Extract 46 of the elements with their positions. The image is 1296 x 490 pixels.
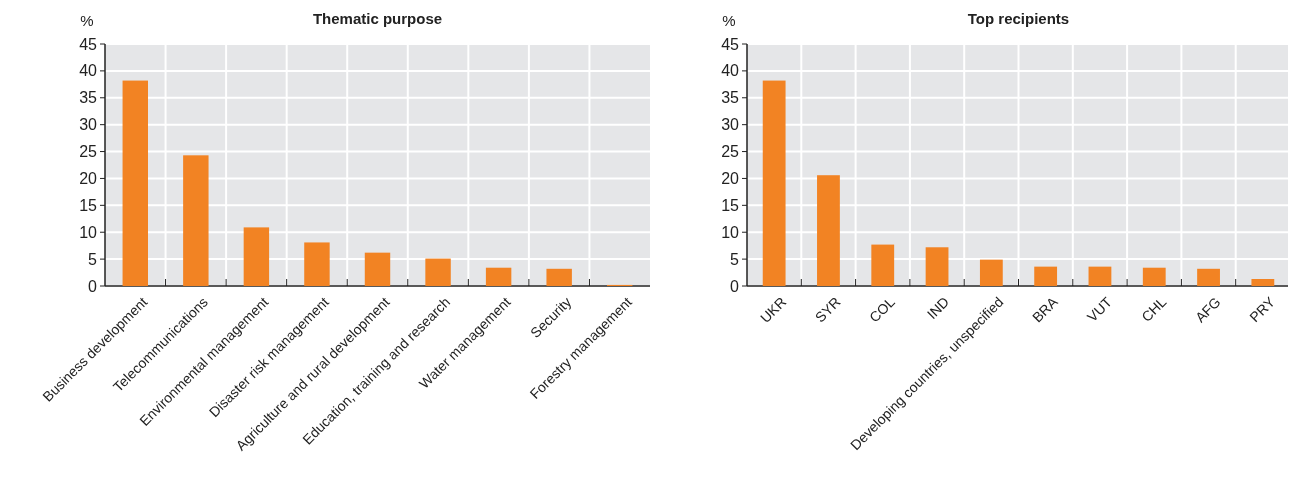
y-tick-label: 15 <box>79 196 98 214</box>
bar <box>183 155 209 286</box>
x-tick-label: BRA <box>1029 293 1062 326</box>
y-tick-label: 30 <box>79 116 98 134</box>
x-tick-label: IND <box>923 293 953 323</box>
y-tick-label: 20 <box>79 170 98 188</box>
x-tick-label: COL <box>866 293 898 326</box>
y-tick-label: 25 <box>721 143 740 161</box>
y-tick-label: 0 <box>88 277 98 295</box>
bar <box>304 242 330 286</box>
y-tick-label: 0 <box>730 277 740 295</box>
y-tick-label: 10 <box>721 223 740 241</box>
bar <box>1251 279 1275 286</box>
y-axis-title: % <box>722 12 736 29</box>
y-axis-title: % <box>80 12 94 29</box>
bar <box>546 268 572 286</box>
x-tick-label: CHL <box>1138 293 1170 325</box>
bar <box>871 244 895 286</box>
y-tick-label: 35 <box>721 89 740 107</box>
y-tick-label: 40 <box>721 62 740 80</box>
chart-title: Thematic purpose <box>312 10 443 27</box>
chart-title: Top recipients <box>967 10 1070 27</box>
bar <box>122 80 148 286</box>
bar <box>1197 268 1220 286</box>
bar <box>762 80 786 286</box>
bar <box>1088 266 1112 286</box>
y-tick-label: 10 <box>79 223 98 241</box>
bar <box>817 175 840 286</box>
y-tick-label: 35 <box>79 89 98 107</box>
bar <box>485 267 512 286</box>
y-tick-label: 15 <box>721 196 740 214</box>
y-tick-label: 30 <box>721 116 740 134</box>
bar <box>425 258 451 286</box>
y-tick-label: 40 <box>79 62 98 80</box>
y-tick-label: 20 <box>721 170 740 188</box>
bar <box>1034 266 1058 286</box>
bar <box>979 259 1003 286</box>
bar <box>364 252 391 286</box>
y-tick-label: 25 <box>79 143 98 161</box>
y-tick-label: 45 <box>721 35 740 53</box>
bar <box>243 227 270 286</box>
y-tick-label: 45 <box>79 35 98 53</box>
bar <box>925 247 949 286</box>
y-tick-label: 5 <box>730 250 740 268</box>
bar <box>1142 267 1166 286</box>
y-tick-label: 5 <box>88 250 98 268</box>
